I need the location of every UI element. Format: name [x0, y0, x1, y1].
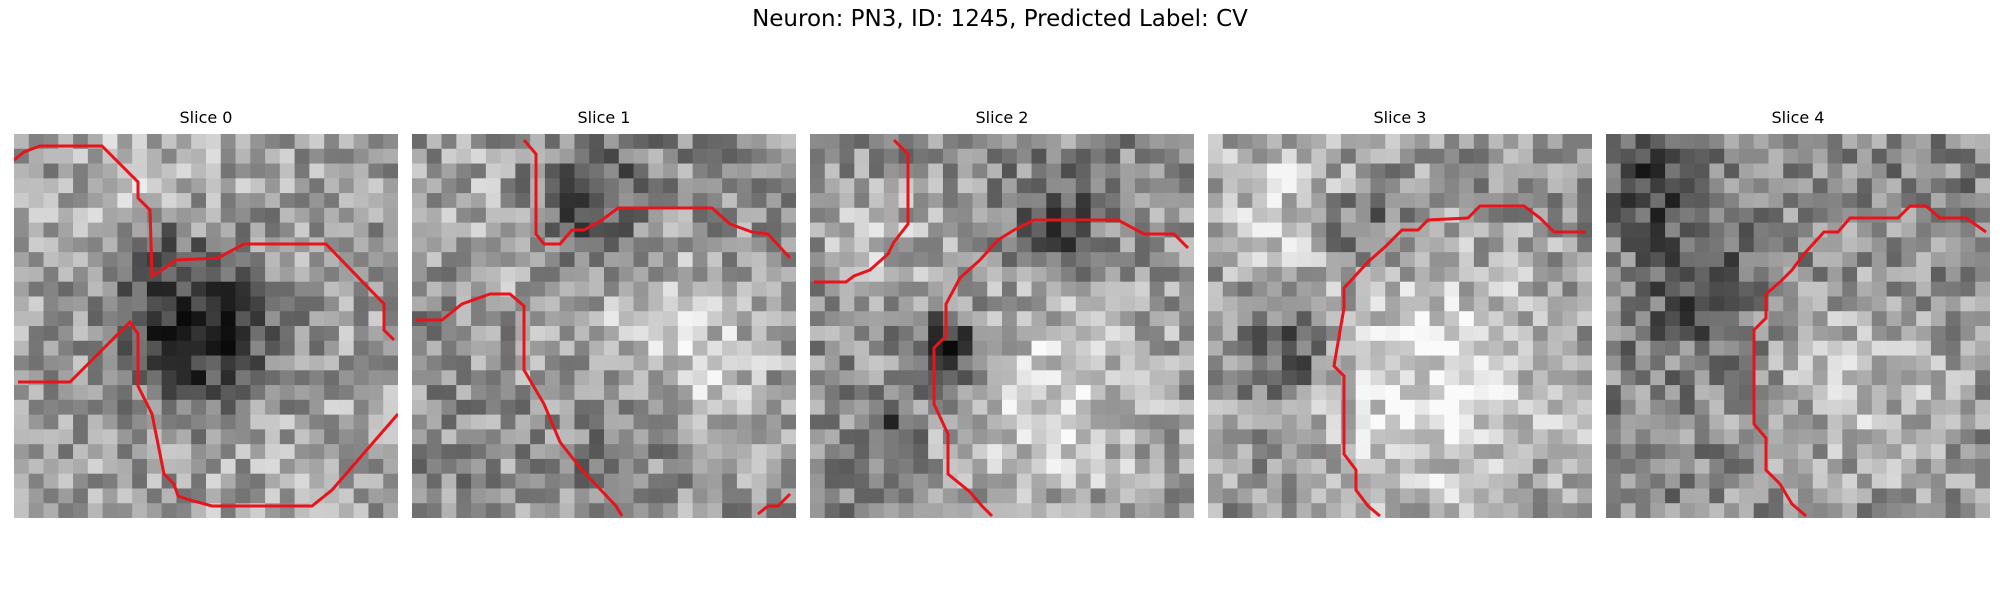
slice-panel-3: Slice 3	[1208, 106, 1592, 518]
slice-panel-4: Slice 4	[1606, 106, 1990, 518]
contour-line	[522, 139, 792, 260]
contour-line	[757, 492, 792, 516]
contour-line	[1752, 204, 1987, 518]
slice-panel-2: Slice 2	[810, 106, 1194, 518]
contour-line	[14, 144, 396, 342]
grayscale-pixels	[14, 134, 398, 518]
contour-line	[932, 218, 1190, 518]
slice-title: Slice 3	[1373, 108, 1427, 127]
slice-image-4	[1606, 134, 1990, 518]
slice-panel-1: Slice 1	[412, 106, 796, 518]
slice-panel-0: Slice 0	[14, 106, 398, 518]
grayscale-pixels	[1606, 134, 1990, 518]
contour-line	[814, 138, 910, 284]
contour-line	[1332, 204, 1586, 518]
slice-image-1	[412, 134, 796, 518]
grayscale-pixels	[412, 134, 796, 518]
contour-line	[18, 319, 398, 508]
contour-line	[416, 292, 624, 517]
figure-title: Neuron: PN3, ID: 1245, Predicted Label: …	[752, 6, 1248, 32]
slice-image-3	[1208, 134, 1592, 518]
grayscale-pixels	[810, 134, 1194, 518]
slice-image-2	[810, 134, 1194, 518]
slice-image-0	[14, 134, 398, 518]
slice-title: Slice 0	[179, 108, 233, 127]
slice-title: Slice 2	[975, 108, 1029, 127]
slice-title: Slice 1	[577, 108, 631, 127]
slice-title: Slice 4	[1771, 108, 1825, 127]
grayscale-pixels	[1208, 134, 1592, 518]
